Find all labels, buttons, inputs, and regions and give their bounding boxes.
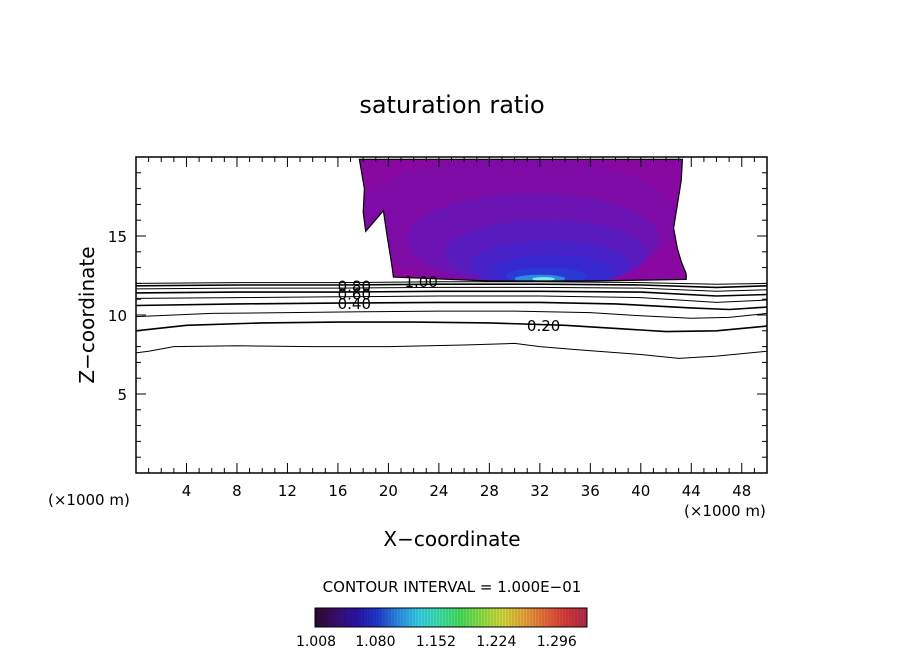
y-axis-label: Z−coordinate bbox=[75, 246, 99, 383]
contour-line-6 bbox=[136, 286, 767, 292]
x-unit-label: (×1000 m) bbox=[684, 502, 766, 520]
x-tick-label: 16 bbox=[328, 482, 347, 500]
contour-line-1-00 bbox=[358, 158, 687, 282]
contour-label-1: 0.80 bbox=[338, 278, 371, 296]
x-tick-label: 48 bbox=[732, 482, 751, 500]
colorbar-tick-label: 1.008 bbox=[296, 634, 336, 650]
x-tick-label: 28 bbox=[480, 482, 499, 500]
colorbar-stripes bbox=[317, 608, 586, 627]
contour-line-5 bbox=[136, 290, 767, 297]
colorbar-tick-label: 1.224 bbox=[476, 634, 516, 650]
contour-line-4 bbox=[136, 295, 767, 303]
y-tick-label: 5 bbox=[117, 386, 127, 404]
x-tick-label: 24 bbox=[429, 482, 448, 500]
contour-line-8 bbox=[136, 281, 767, 285]
contour-labels: 1.00 0.800.600.40 0.20 bbox=[338, 273, 561, 335]
contour-lines bbox=[136, 281, 767, 359]
colorbar: 1.008 1.080 1.152 1.224 1.296 bbox=[296, 607, 588, 650]
colorbar-tick-label: 1.080 bbox=[355, 634, 395, 650]
colorbar-frame bbox=[314, 607, 588, 628]
saturated-fill bbox=[358, 158, 687, 282]
plot-area: 1.000.800.600.400.20 4 8 12 16 20 24 28 32 36 40 4… bbox=[108, 156, 768, 500]
colorbar-tick-label: 1.296 bbox=[537, 634, 577, 650]
contour-line-1 bbox=[136, 321, 767, 333]
contour-line-0 bbox=[136, 342, 767, 359]
x-axis-label: X−coordinate bbox=[383, 527, 520, 551]
chart-title: saturation ratio bbox=[359, 91, 544, 119]
colorbar-gradient bbox=[315, 608, 587, 627]
y-tick-label: 10 bbox=[108, 307, 127, 325]
contour-label-2: 0.60 bbox=[338, 285, 371, 303]
x-tick-label: 36 bbox=[581, 482, 600, 500]
x-tick-label: 12 bbox=[278, 482, 297, 500]
contour-line-7 bbox=[136, 283, 767, 289]
x-tick-label: 20 bbox=[379, 482, 398, 500]
y-tick-label: 15 bbox=[108, 228, 127, 246]
x-tick-label: 40 bbox=[631, 482, 650, 500]
x-tick-label: 8 bbox=[232, 482, 242, 500]
colorbar-tick-labels: 1.008 1.080 1.152 1.224 1.296 bbox=[296, 634, 577, 650]
contour-label-4: 0.20 bbox=[527, 317, 560, 335]
contour-label-3: 0.40 bbox=[338, 295, 371, 313]
x-tick-label: 4 bbox=[182, 482, 192, 500]
x-tick-label: 44 bbox=[682, 482, 701, 500]
contour-line-3 bbox=[136, 301, 767, 311]
x-tick-label: 32 bbox=[530, 482, 549, 500]
contour-line-2 bbox=[136, 310, 767, 319]
contour-label-0: 1.00 bbox=[405, 273, 438, 291]
contour-interval-note: CONTOUR INTERVAL = 1.000E−01 bbox=[323, 578, 582, 596]
y-unit-label: (×1000 m) bbox=[48, 491, 130, 509]
fill-level-7 bbox=[532, 277, 555, 281]
colorbar-tick-label: 1.152 bbox=[416, 634, 456, 650]
